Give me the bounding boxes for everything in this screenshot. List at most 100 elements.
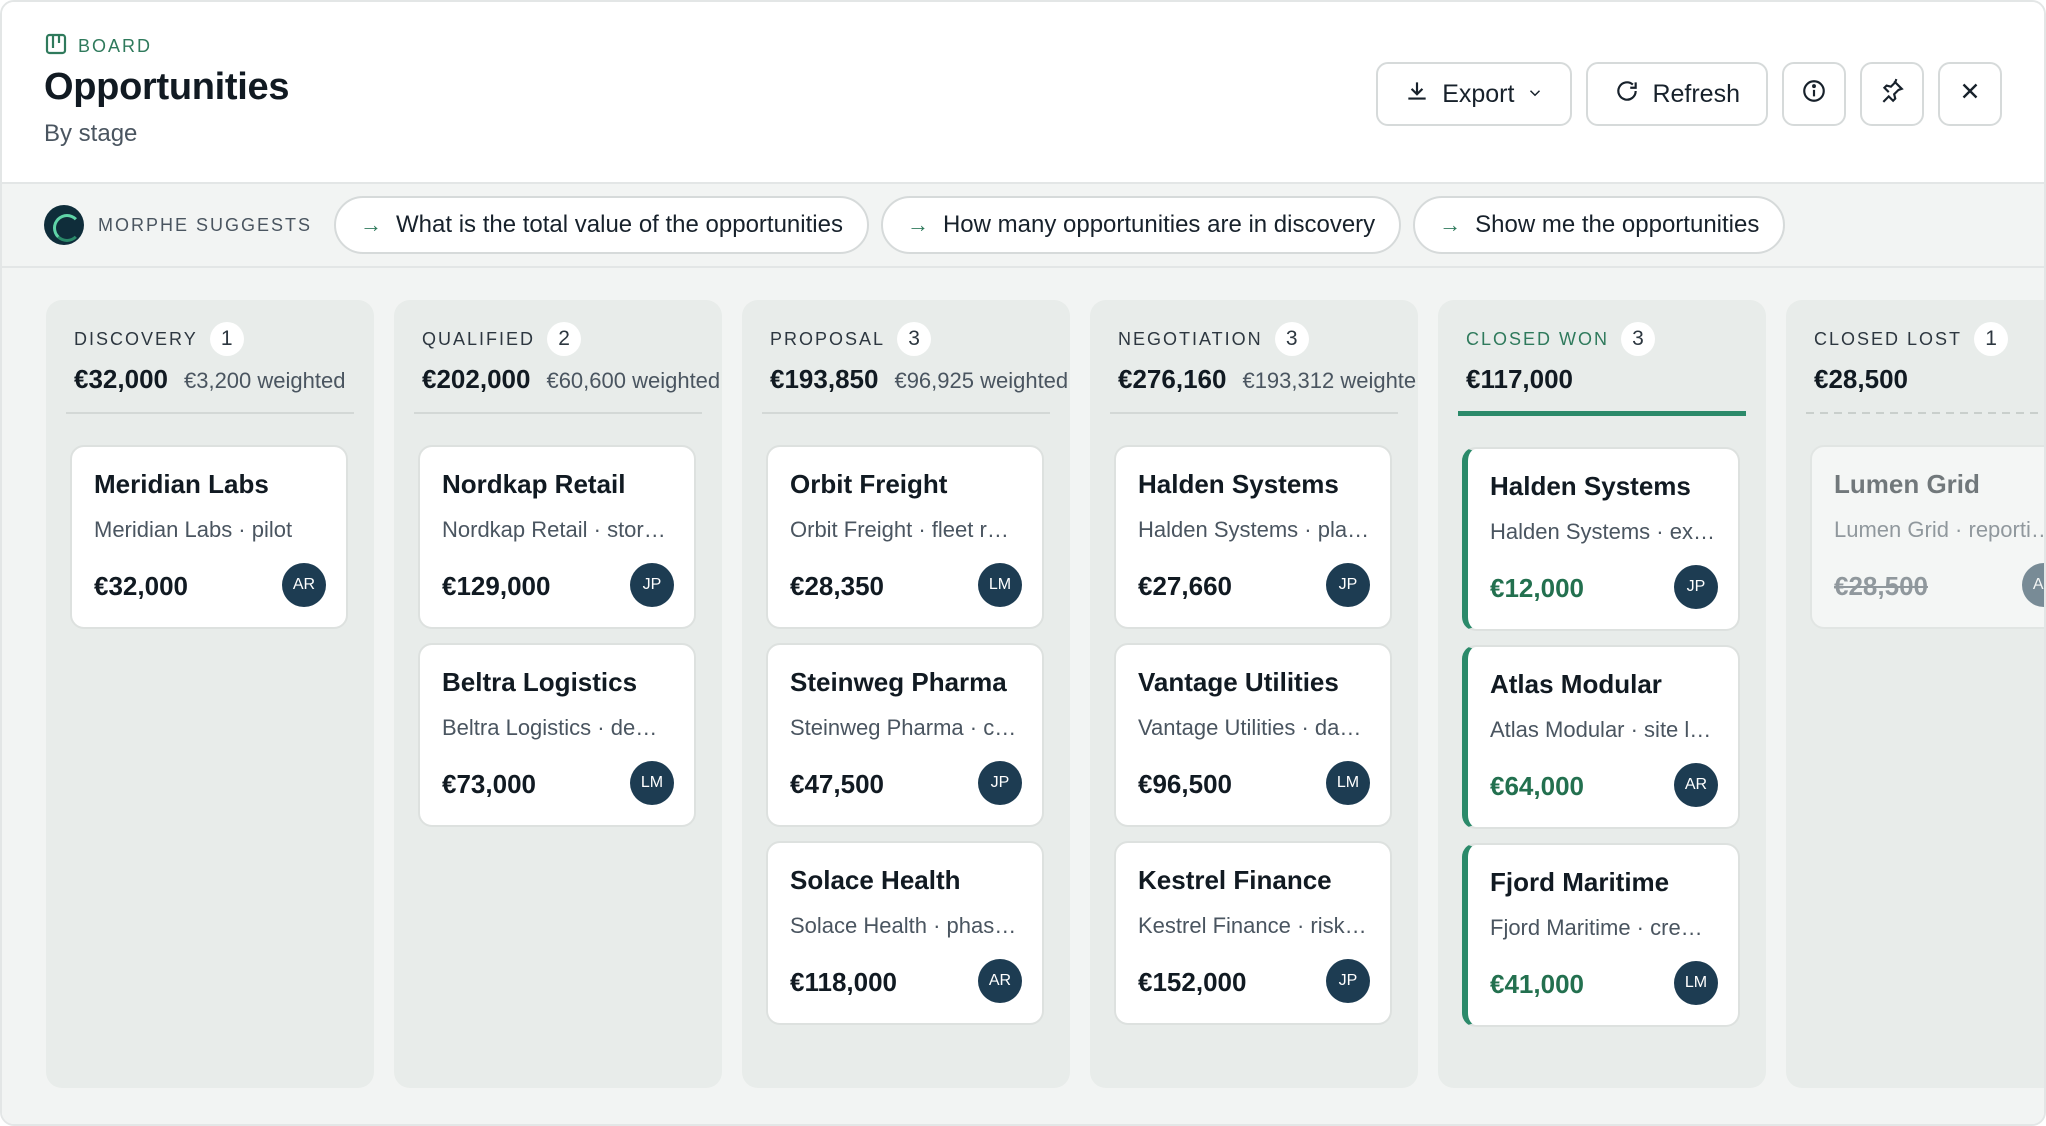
opportunity-card[interactable]: Atlas Modular Atlas Modular · site l… €64,… (1462, 645, 1740, 829)
card-value: €129,000 (442, 571, 551, 601)
card-title: Solace Health (790, 865, 961, 895)
card-description: Beltra Logistics · de… (442, 715, 658, 740)
card-description: Kestrel Finance · risk… (1138, 913, 1367, 938)
owner-avatar: JP (1326, 959, 1370, 1003)
column-title-row: NEGOTIATION 3 (1118, 322, 1418, 356)
morphe-brand: MORPHE SUGGESTS (44, 205, 312, 245)
refresh-label: Refresh (1652, 79, 1740, 108)
arrow-right-icon: → (1439, 212, 1462, 237)
card-title: Atlas Modular (1490, 669, 1662, 699)
card-title: Steinweg Pharma (790, 667, 1007, 697)
card-value: €47,500 (790, 769, 884, 799)
card-value: €12,000 (1490, 573, 1584, 603)
owner-avatar: JP (630, 563, 674, 607)
pin-button[interactable] (1860, 62, 1924, 126)
page-subtitle: By stage (44, 120, 138, 147)
opportunity-card[interactable]: Orbit Freight Orbit Freight · fleet r… €28… (766, 445, 1044, 629)
owner-avatar: LM (630, 761, 674, 805)
column-count-badge: 3 (1274, 322, 1309, 356)
opportunity-card[interactable]: Meridian Labs Meridian Labs · pilot €32,00… (70, 445, 348, 629)
column-header: CLOSED WON 3 €117,000 (1466, 322, 1766, 395)
column-name: CLOSED LOST (1814, 328, 1963, 349)
column-weighted: €60,600 weighted (546, 368, 721, 393)
card-title: Kestrel Finance (1138, 865, 1332, 895)
opportunity-card[interactable]: Halden Systems Halden Systems · pla… €27,6… (1114, 445, 1392, 629)
suggestion-text: Show me the opportunities (1475, 211, 1760, 238)
card-description: Fjord Maritime · cre… (1490, 915, 1703, 940)
column-header: CLOSED LOST 1 €28,500 (1814, 322, 2044, 395)
column-divider (414, 412, 702, 414)
opportunity-card[interactable]: Steinweg Pharma Steinweg Pharma · c… €47,5… (766, 643, 1044, 827)
opportunity-card[interactable]: Fjord Maritime Fjord Maritime · cre… €41,0… (1462, 843, 1740, 1027)
card-title: Nordkap Retail (442, 469, 626, 499)
morphe-label: MORPHE SUGGESTS (98, 214, 313, 235)
info-button[interactable] (1782, 62, 1846, 126)
kanban-board: DISCOVERY 1 €32,000 €3,200 weighted Meridian… (2, 268, 2044, 1124)
suggestion-chip[interactable]: → What is the total value of the opportu… (334, 196, 869, 254)
column-title-row: PROPOSAL 3 (770, 322, 1070, 356)
opportunity-card[interactable]: Beltra Logistics Beltra Logistics · de… €7… (418, 643, 696, 827)
column-total: €193,850 (770, 364, 879, 394)
owner-avatar: AR (978, 959, 1022, 1003)
opportunity-card[interactable]: Nordkap Retail Nordkap Retail · stor… €129… (418, 445, 696, 629)
owner-avatar: LM (1674, 961, 1718, 1005)
pin-icon (1879, 78, 1905, 111)
column-name: DISCOVERY (74, 328, 198, 349)
column-name: QUALIFIED (422, 328, 536, 349)
suggestions-bar: MORPHE SUGGESTS → What is the total valu… (2, 182, 2044, 268)
morphe-logo-icon (44, 205, 84, 245)
info-icon (1801, 78, 1827, 111)
card-value: €32,000 (94, 571, 188, 601)
opportunity-card[interactable]: Lumen Grid Lumen Grid · reporti… €28,500 AR (1810, 445, 2044, 629)
suggestion-text: How many opportunities are in discovery (942, 211, 1376, 238)
column-summary: €28,500 (1814, 364, 2044, 395)
chevron-down-icon (1526, 80, 1544, 109)
stage-column: PROPOSAL 3 €193,850 €96,925 weighted Orbit F… (742, 300, 1070, 1088)
board-icon (44, 32, 68, 61)
card-description: Steinweg Pharma · c… (790, 715, 1017, 740)
column-divider (1110, 412, 1398, 414)
opportunity-card[interactable]: Vantage Utilities Vantage Utilities · da…… (1114, 643, 1392, 827)
column-summary: €276,160 €193,312 weighte (1118, 364, 1418, 395)
refresh-button[interactable]: Refresh (1586, 62, 1768, 126)
header: BOARD Opportunities By stage Export (2, 2, 2044, 182)
download-icon (1404, 78, 1430, 111)
owner-avatar: LM (978, 563, 1022, 607)
column-summary: €32,000 €3,200 weighted (74, 364, 374, 395)
column-name: CLOSED WON (1466, 328, 1610, 349)
owner-avatar: AR (282, 563, 326, 607)
suggestion-chip[interactable]: → Show me the opportunities (1413, 196, 1786, 254)
card-value: €41,000 (1490, 969, 1584, 999)
column-title-row: CLOSED LOST 1 (1814, 322, 2044, 356)
card-description: Solace Health · phas… (790, 913, 1017, 938)
opportunity-card[interactable]: Solace Health Solace Health · phas… €118,0… (766, 841, 1044, 1025)
opportunity-card[interactable]: Halden Systems Halden Systems · ex… €12,00… (1462, 447, 1740, 631)
card-title: Meridian Labs (94, 469, 269, 499)
column-header: PROPOSAL 3 €193,850 €96,925 weighted (770, 322, 1070, 395)
column-total: €32,000 (74, 364, 168, 394)
arrow-right-icon: → (360, 212, 383, 237)
card-value: €28,500 (1834, 571, 1928, 601)
export-button[interactable]: Export (1376, 62, 1573, 126)
card-value: €152,000 (1138, 967, 1247, 997)
close-button[interactable] (1938, 62, 2002, 126)
column-total: €202,000 (422, 364, 531, 394)
column-divider (762, 412, 1050, 414)
eyebrow-label: BOARD (78, 36, 153, 56)
suggestion-chip[interactable]: → How many opportunities are in discover… (880, 196, 1402, 254)
column-total: €276,160 (1118, 364, 1227, 394)
card-title: Orbit Freight (790, 469, 948, 499)
column-divider (1458, 411, 1746, 416)
opportunity-card[interactable]: Kestrel Finance Kestrel Finance · risk… €1… (1114, 841, 1392, 1025)
card-value: €96,500 (1138, 769, 1232, 799)
card-description: Nordkap Retail · stor… (442, 517, 666, 542)
card-value: €64,000 (1490, 771, 1584, 801)
column-count-badge: 1 (1974, 322, 2009, 356)
column-weighted: €193,312 weighte (1242, 368, 1417, 393)
stage-column: CLOSED WON 3 €117,000 Halden Systems Halden … (1438, 300, 1766, 1088)
stage-column: QUALIFIED 2 €202,000 €60,600 weighted Nordka… (394, 300, 722, 1088)
column-summary: €202,000 €60,600 weighted (422, 364, 722, 395)
owner-avatar: LM (1326, 761, 1370, 805)
column-count-badge: 3 (897, 322, 932, 356)
column-title-row: DISCOVERY 1 (74, 322, 374, 356)
